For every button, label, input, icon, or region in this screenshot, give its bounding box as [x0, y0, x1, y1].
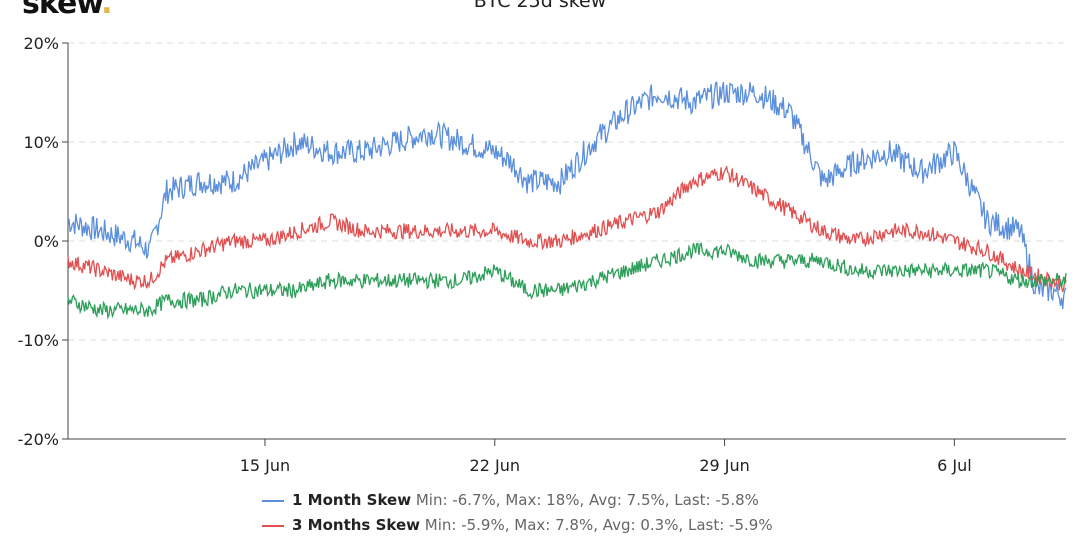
skew-logo: skew. [22, 0, 113, 21]
legend-swatch [262, 524, 284, 527]
legend-stats: Min: -5.9%, Max: 7.8%, Avg: 0.3%, Last: … [424, 516, 773, 534]
series-line-2 [67, 165, 1067, 293]
x-tick-label: 22 Jun [470, 456, 520, 475]
series-line-1 [67, 81, 1067, 310]
y-tick-label: 0% [34, 232, 59, 251]
y-tick-label: -20% [18, 430, 59, 449]
legend-item-1m[interactable]: 1 Month Skew Min: -6.7%, Max: 18%, Avg: … [262, 491, 759, 509]
x-tick-label: 29 Jun [699, 456, 749, 475]
legend-swatch [262, 499, 284, 502]
y-tick-label: 20% [23, 34, 59, 53]
chart-title: BTC 25d skew [473, 0, 607, 12]
y-tick-label: 10% [23, 133, 59, 152]
y-tick-label: -10% [18, 331, 59, 350]
x-tick-label: 15 Jun [240, 456, 290, 475]
legend-item-3m[interactable]: 3 Months Skew Min: -5.9%, Max: 7.8%, Avg… [262, 516, 773, 534]
legend-name: 3 Months Skew [292, 516, 420, 534]
legend-stats: Min: -6.7%, Max: 18%, Avg: 7.5%, Last: -… [415, 491, 759, 509]
x-tick-label: 6 Jul [937, 456, 972, 475]
legend-name: 1 Month Skew [292, 491, 412, 509]
series-line-3 [67, 242, 1067, 320]
